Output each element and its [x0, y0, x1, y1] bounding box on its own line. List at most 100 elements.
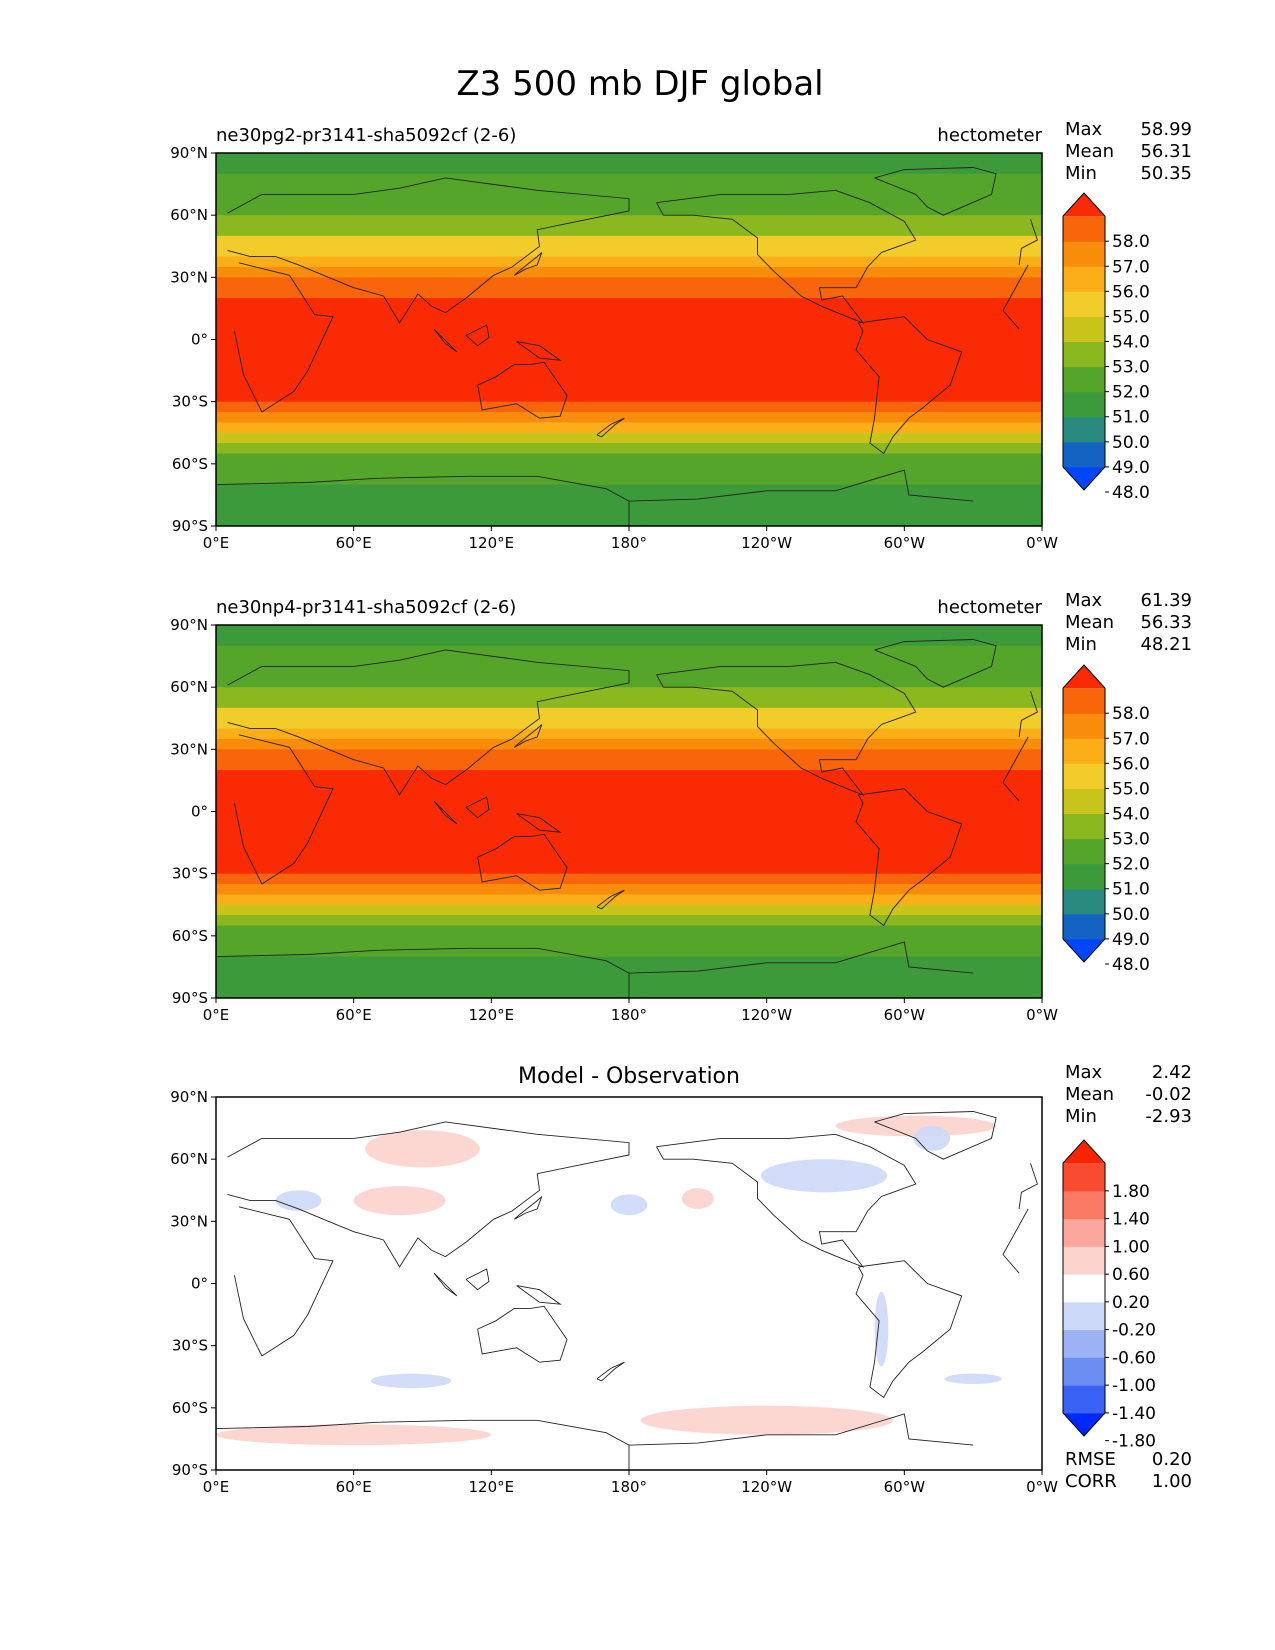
zonal-band [216, 235, 1042, 258]
colorbar-label: 53.0 [1112, 830, 1150, 850]
colorbar-label: 58.0 [1112, 232, 1150, 252]
zonal-band [216, 380, 1042, 403]
coastline [1002, 310, 1020, 330]
coastline [465, 324, 490, 347]
coastline [216, 1419, 630, 1470]
colorbar-label: 54.0 [1112, 805, 1150, 825]
colorbar-extend-low [1063, 938, 1105, 962]
colorbar-outline [1062, 192, 1106, 491]
colorbar-label: 50.0 [1112, 905, 1150, 925]
coastline [596, 417, 625, 438]
zonal-band [216, 884, 1042, 895]
panel-3-axes: 0°E 60°E 120°E 180° 120°W 60°W 0°W 90°N 60°N 30°N… [170, 1088, 1058, 1496]
zonal-band [216, 173, 1042, 196]
anomaly-patch [681, 1188, 714, 1209]
panel-3-corr: 1.00 [1152, 1471, 1192, 1492]
panel-1-stat-mean-label: Mean [1065, 141, 1114, 162]
anomaly-patch [913, 1126, 951, 1151]
y-tick-label: 90°N [170, 144, 208, 162]
colorbar-label: 55.0 [1112, 307, 1150, 327]
y-tick-label: 60°S [172, 927, 208, 945]
colorbar-segment [1063, 391, 1105, 418]
x-tick-label: 0°E [203, 1478, 230, 1496]
zonal-band [216, 852, 1042, 875]
colorbar-outline [1062, 664, 1106, 963]
panel-2: ne30np4-pr3141-sha5092cf (2-6) hectomete… [170, 590, 1192, 1024]
zonal-band [216, 894, 1042, 906]
colorbar-label: 55.0 [1112, 779, 1150, 799]
colorbar-segment [1063, 713, 1105, 739]
zonal-band [216, 707, 1042, 730]
x-tick-label: 0°E [203, 534, 230, 552]
colorbar-segment [1063, 1190, 1105, 1220]
colorbar-label: 54.0 [1112, 333, 1150, 353]
colorbar-label: 49.0 [1112, 458, 1150, 478]
zonal-band [216, 318, 1042, 341]
coastline [855, 316, 963, 455]
colorbar-label: 56.0 [1112, 754, 1150, 774]
coastline [596, 1361, 625, 1382]
x-tick-label: 60°W [884, 1006, 926, 1024]
panel-2-stat-min: 48.21 [1140, 634, 1192, 655]
zonal-band [216, 873, 1042, 885]
panel-3-metrics: RMSE 0.20 CORR 1.00 [1065, 1449, 1192, 1492]
colorbar-label: 58.0 [1112, 704, 1150, 724]
colorbar-segment [1063, 291, 1105, 317]
figure-title: Z3 500 mb DJF global [456, 64, 823, 104]
zonal-band [216, 915, 1042, 927]
coastline [513, 724, 543, 748]
coastline [874, 1111, 997, 1160]
colorbar-segment [1063, 688, 1105, 714]
anomaly-patch [874, 1291, 889, 1367]
panel-2-stats: Max 61.39 Mean 56.33 Min 48.21 [1065, 590, 1192, 655]
coastline [516, 813, 562, 833]
panel-1-units: hectometer [937, 125, 1042, 146]
y-tick-label: 90°N [170, 616, 208, 634]
colorbar-label: -0.60 [1112, 1348, 1156, 1368]
zonal-band [216, 749, 1042, 771]
zonal-band [216, 453, 1042, 465]
colorbar-segment [1063, 1246, 1105, 1275]
colorbar-label: 51.0 [1112, 880, 1150, 900]
coastline [628, 1413, 974, 1446]
y-tick-label: 30°N [170, 1212, 208, 1230]
anomaly-patch [275, 1190, 322, 1211]
x-tick-label: 120°E [469, 1006, 515, 1024]
coastline [216, 475, 630, 526]
coastline [465, 1268, 490, 1291]
colorbar-segment [1063, 1163, 1105, 1192]
x-tick-label: 120°E [469, 1478, 515, 1496]
panel-3-coastlines [216, 1111, 1038, 1470]
colorbar-label: 52.0 [1112, 855, 1150, 875]
panel-2-map [216, 625, 1042, 998]
colorbar-label: 1.80 [1112, 1182, 1150, 1202]
coastline [477, 1305, 568, 1363]
x-tick-label: 180° [611, 1478, 647, 1496]
x-tick-label: 120°E [469, 534, 515, 552]
colorbar-segment [1063, 241, 1105, 267]
panel-2-units: hectometer [937, 597, 1042, 618]
zonal-band [216, 738, 1042, 750]
x-tick-label: 0°E [203, 1006, 230, 1024]
colorbar-extend-high [1063, 193, 1105, 217]
panel-2-stat-max-label: Max [1065, 590, 1103, 611]
colorbar-label: 1.00 [1112, 1237, 1150, 1257]
anomaly-patch [760, 1159, 888, 1193]
panel-2-stat-min-label: Min [1065, 634, 1097, 655]
x-tick-label: 60°E [336, 1006, 372, 1024]
colorbar-segment [1063, 863, 1105, 890]
coastline [513, 1196, 543, 1220]
coastline [656, 661, 917, 796]
panel-1-stat-min-label: Min [1065, 163, 1097, 184]
x-tick-label: 120°W [741, 1478, 792, 1496]
anomaly-patch [835, 1115, 997, 1137]
panel-3-colorbar: 1.80 1.40 1.00 0.60 0.20 -0.20 -0.60 -1.00 -1.40… [1062, 1139, 1156, 1452]
coastline [477, 361, 568, 419]
colorbar-label: 51.0 [1112, 408, 1150, 428]
x-tick-label: 60°E [336, 534, 372, 552]
anomaly-patch [944, 1373, 1002, 1385]
colorbar-segment [1063, 1357, 1105, 1386]
coastline [465, 796, 490, 819]
panel-1-colorbar: 58.0 57.0 56.0 55.0 54.0 53.0 52.0 51.0 50.0 49.0… [1062, 192, 1150, 503]
